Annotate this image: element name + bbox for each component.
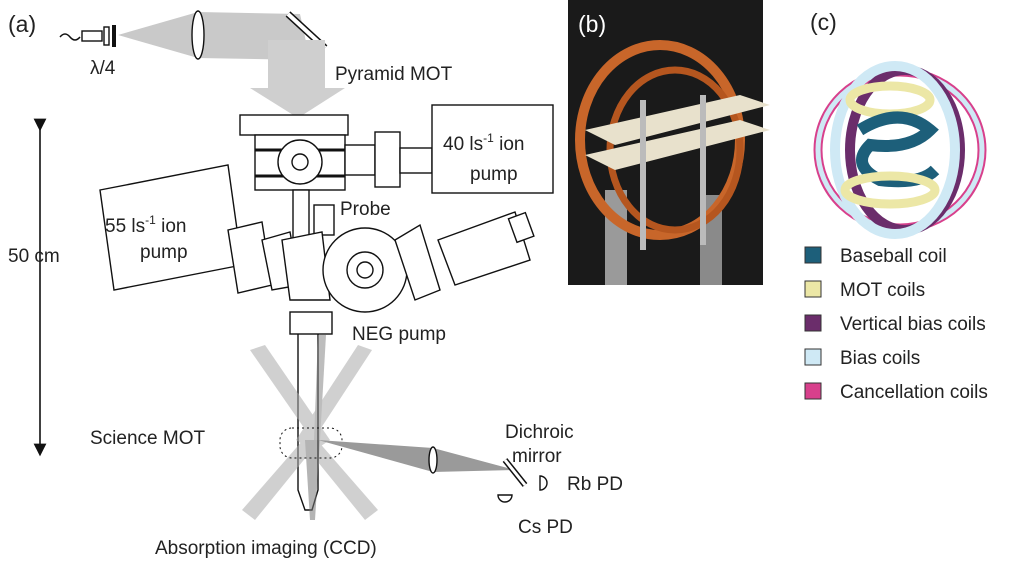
legend: Baseball coil MOT coils Vertical bias coil… <box>805 246 988 403</box>
vacuum-system <box>400 148 432 173</box>
panel-label: (b) <box>578 11 606 37</box>
legend-swatch <box>805 315 821 331</box>
vacuum-system <box>240 115 348 135</box>
mot-beams <box>314 335 326 440</box>
input-optics <box>60 34 80 40</box>
legend-label: Vertical bias coils <box>840 314 986 335</box>
lens <box>429 447 437 473</box>
legend-swatch <box>805 349 821 365</box>
panel-label: (c) <box>810 9 837 35</box>
vacuum-system <box>357 262 373 278</box>
vacuum-system <box>292 154 308 170</box>
detectors <box>540 476 547 490</box>
panel-label: (a) <box>8 11 36 37</box>
figure: (a) λ/4 Pyramid MOT 50 cm 55 ls-1 ion pu… <box>0 0 1030 561</box>
science-mot-label: Science MOT <box>90 428 205 449</box>
legend-label: Baseball coil <box>840 246 947 267</box>
input-optics <box>104 27 109 45</box>
detectors <box>498 495 512 502</box>
ion-pump-label: pump <box>140 242 188 263</box>
coil-render <box>818 66 982 234</box>
pyramid-mot-label: Pyramid MOT <box>335 64 453 85</box>
vacuum-system <box>290 312 332 334</box>
rb-pd-label: Rb PD <box>567 474 623 495</box>
legend-label: Bias coils <box>840 348 920 369</box>
coil-photo <box>700 95 706 245</box>
ion-pump-label: pump <box>470 164 518 185</box>
probe-label: Probe <box>340 199 391 220</box>
probe-beam <box>318 440 515 472</box>
vacuum-system <box>345 145 375 175</box>
dichroic-label: Dichroic <box>505 422 574 443</box>
cs-pd-label: Cs PD <box>518 517 573 538</box>
legend-swatch <box>805 383 821 399</box>
coil-photo <box>640 100 646 250</box>
coil-photo <box>568 0 770 285</box>
input-optics <box>112 25 116 47</box>
absorption-label: Absorption imaging (CCD) <box>155 538 377 559</box>
mot-beams <box>242 335 378 520</box>
ion-pump-label: -1 <box>483 131 494 145</box>
vacuum-system <box>314 205 334 235</box>
legend-swatch <box>805 281 821 297</box>
ion-pump-label: -1 <box>145 213 156 227</box>
mot-beams <box>296 345 372 448</box>
waveplate-label: λ/4 <box>90 58 116 79</box>
legend-swatch <box>805 247 821 263</box>
input-optics <box>82 31 102 41</box>
dichroic-label: mirror <box>512 446 562 467</box>
input-optics <box>192 11 204 59</box>
legend-label: MOT coils <box>840 280 925 301</box>
vacuum-system <box>375 132 400 187</box>
ion-pump-label: 40 ls <box>443 134 483 155</box>
neg-pump-label: NEG pump <box>352 324 446 345</box>
ion-pump-label: 55 ls <box>105 216 145 237</box>
ion-pump-label: ion <box>156 216 187 237</box>
legend-label: Cancellation coils <box>840 382 988 403</box>
scale-label: 50 cm <box>8 246 60 267</box>
ion-pump-label: ion <box>494 134 525 155</box>
